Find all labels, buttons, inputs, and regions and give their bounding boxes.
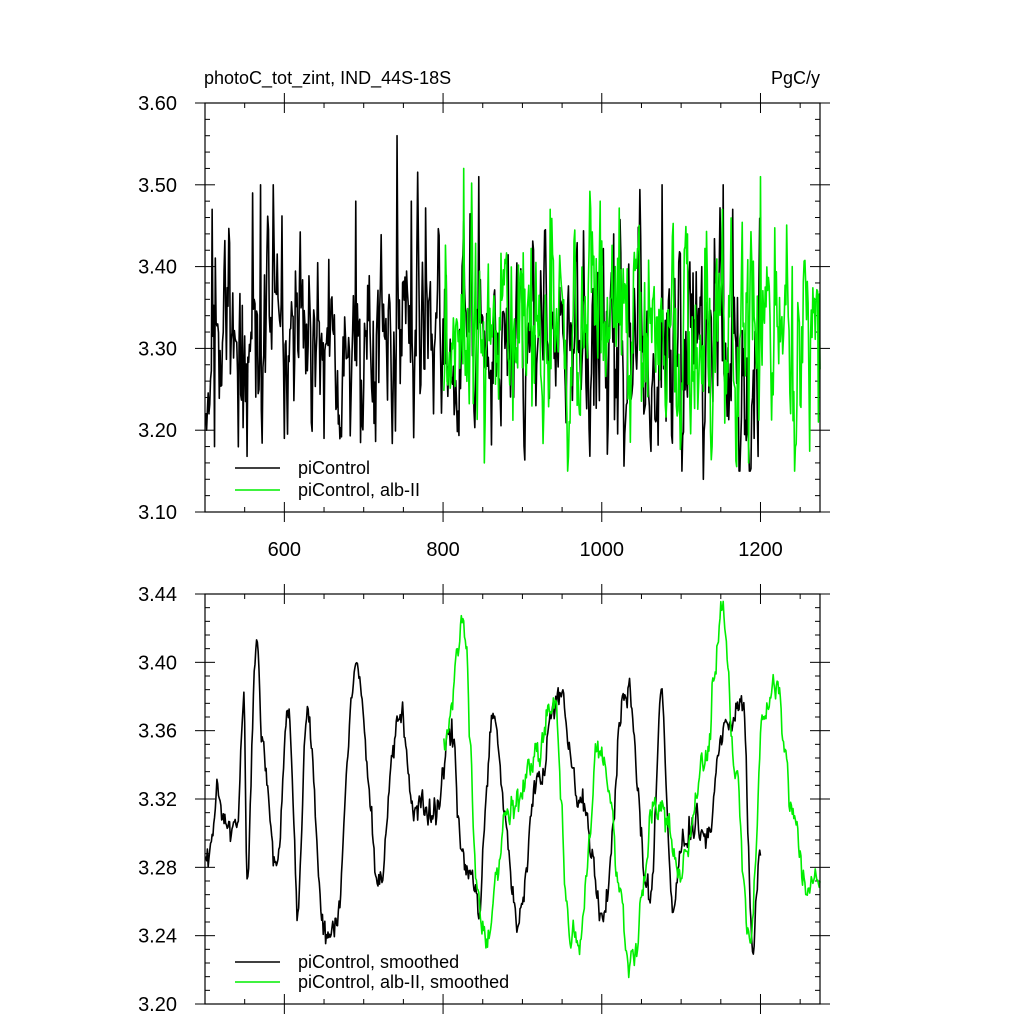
units-label: PgC/y — [771, 68, 820, 88]
y-tick-label: 3.20 — [138, 994, 177, 1016]
y-tick-label: 3.32 — [138, 789, 177, 811]
top-plot-frame — [204, 102, 821, 513]
legend-label-picontrol: piControl — [298, 458, 370, 478]
x-tick-label: 800 — [426, 539, 459, 561]
series-line-picontrol — [204, 134, 762, 481]
x-tick-label: 1000 — [580, 539, 625, 561]
y-tick-label: 3.24 — [138, 926, 177, 948]
top-tick-labels: 600 800 1000 1200 3.10 3.20 3.30 3.40 3.50 3.60 — [138, 93, 783, 561]
chart-title: photoC_tot_zint, IND_44S-18S — [204, 68, 451, 89]
bottom-tick-labels: 3.20 3.24 3.28 3.32 3.36 3.40 3.44 — [138, 584, 177, 1016]
x-tick-label: 1200 — [738, 539, 783, 561]
y-tick-label: 3.40 — [138, 652, 177, 674]
series-line-picontrol-smoothed — [205, 639, 762, 955]
y-tick-label: 3.60 — [138, 93, 177, 115]
legend-label-alb-ii-smoothed: piControl, alb-II, smoothed — [298, 972, 509, 992]
bottom-panel: 3.20 3.24 3.28 3.32 3.36 3.40 3.44 piControl, … — [138, 584, 830, 1016]
legend-label-smoothed: piControl, smoothed — [298, 952, 459, 972]
y-tick-label: 3.30 — [138, 338, 177, 360]
y-tick-label: 3.44 — [138, 584, 177, 606]
bottom-legend: piControl, smoothed piControl, alb-II, s… — [235, 952, 509, 992]
x-tick-label: 600 — [268, 539, 301, 561]
y-tick-label: 3.20 — [138, 420, 177, 442]
top-series-lines — [204, 134, 821, 481]
series-line-picontrol-alb-ii — [443, 167, 821, 472]
bottom-axis-ticks — [195, 584, 830, 1014]
y-tick-label: 3.40 — [138, 257, 177, 279]
y-tick-label: 3.36 — [138, 721, 177, 743]
legend-label-alb-ii: piControl, alb-II — [298, 480, 420, 500]
y-tick-label: 3.50 — [138, 175, 177, 197]
bottom-series-lines — [205, 600, 821, 979]
bottom-plot-frame — [204, 593, 821, 1005]
top-panel: photoC_tot_zint, IND_44S-18S PgC/y 600 80… — [138, 68, 830, 561]
y-tick-label: 3.28 — [138, 857, 177, 879]
series-line-picontrol-alb-ii-smoothed — [443, 600, 821, 979]
y-tick-label: 3.10 — [138, 502, 177, 524]
top-legend: piControl piControl, alb-II — [235, 458, 420, 500]
